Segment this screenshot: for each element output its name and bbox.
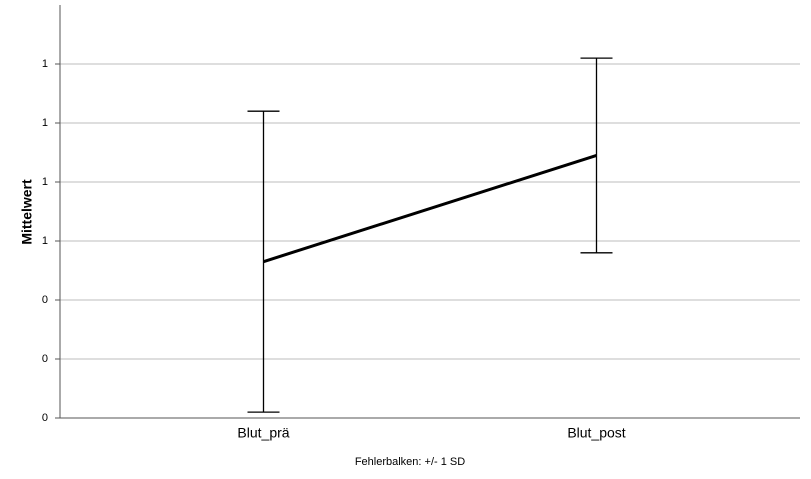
- x-tick-label: Blut_post: [567, 425, 625, 441]
- y-tick-label: 1: [42, 176, 48, 188]
- note: Fehlerbalken: +/- 1 SD: [355, 456, 465, 468]
- x-tick-label: Blut_prä: [237, 425, 289, 441]
- y-tick-label: 0: [42, 412, 48, 424]
- y-tick-label: 1: [42, 235, 48, 247]
- y-tick-label: 0: [42, 353, 48, 365]
- y-tick-label: 0: [42, 294, 48, 306]
- line: [263, 154, 597, 264]
- y-tick-label: 1: [42, 58, 48, 70]
- y-axis-label: Mittelwert: [19, 179, 35, 245]
- y-tick-label: 1: [42, 117, 48, 129]
- error-bar: [247, 110, 280, 413]
